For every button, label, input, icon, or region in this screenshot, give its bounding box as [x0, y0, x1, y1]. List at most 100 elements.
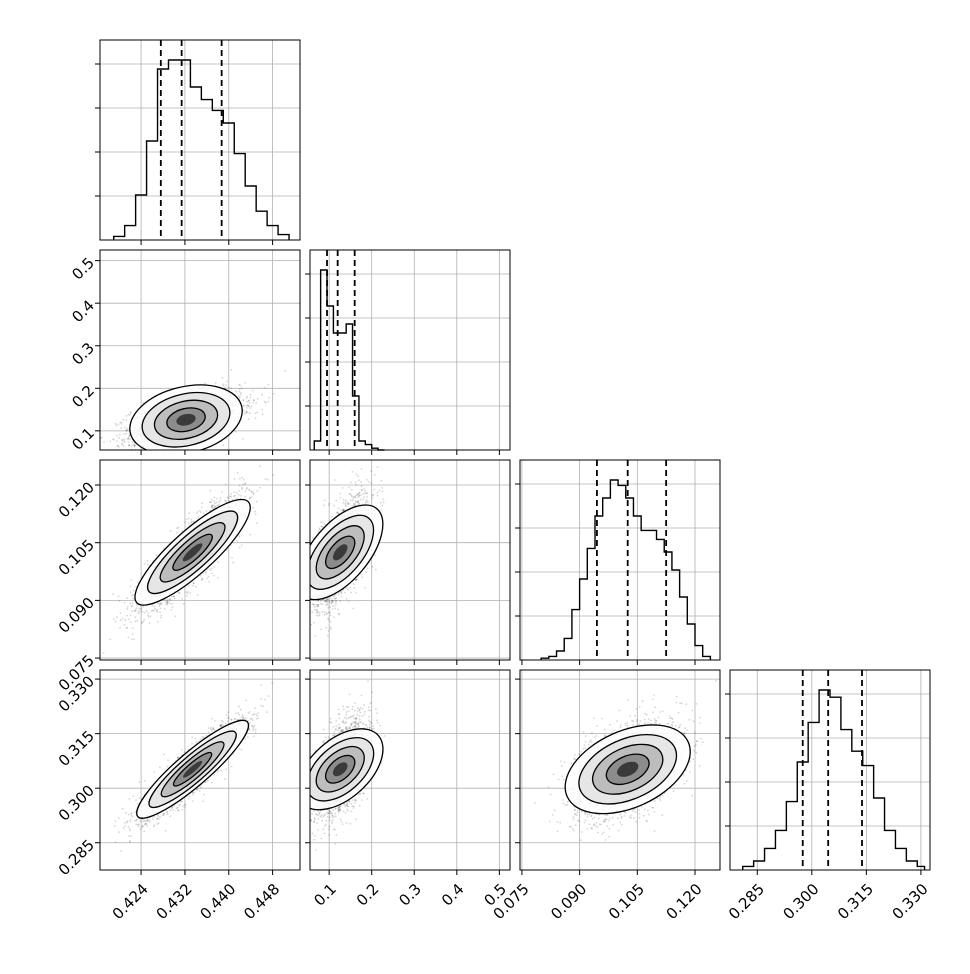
sample-point — [200, 511, 202, 513]
sample-point — [218, 504, 220, 506]
y-tick-label: 0.5 — [68, 254, 98, 284]
sample-point — [141, 622, 143, 624]
sample-point — [257, 398, 259, 400]
sample-point — [124, 602, 126, 604]
sample-point — [210, 570, 212, 572]
sample-point — [126, 415, 128, 417]
sample-point — [130, 621, 132, 623]
sample-point — [120, 619, 122, 621]
sample-point — [129, 414, 131, 416]
sample-point — [223, 444, 225, 446]
sample-point — [256, 522, 258, 524]
sample-point — [126, 627, 128, 629]
sample-point — [150, 616, 152, 618]
sample-point — [191, 519, 193, 521]
sample-point — [132, 441, 134, 443]
sample-point — [128, 436, 130, 438]
density-layer — [103, 465, 274, 654]
sample-point — [201, 578, 203, 580]
sample-point — [126, 438, 128, 440]
sample-point — [169, 603, 171, 605]
sample-point — [130, 603, 132, 605]
sample-point — [131, 610, 133, 612]
sample-point — [264, 401, 266, 403]
sample-point — [265, 478, 267, 480]
sample-point — [124, 624, 126, 626]
sample-point — [158, 605, 160, 607]
sample-point — [214, 497, 216, 499]
sample-point — [208, 576, 210, 578]
sample-point — [268, 384, 270, 386]
sample-point — [249, 407, 251, 409]
sample-point — [239, 485, 241, 487]
sample-point — [262, 413, 264, 415]
sample-point — [170, 530, 172, 532]
sample-point — [246, 407, 248, 409]
sample-point — [156, 554, 158, 556]
sample-point — [241, 477, 243, 479]
sample-point — [143, 619, 145, 621]
sample-point — [115, 621, 117, 623]
sample-point — [249, 412, 251, 414]
sample-point — [239, 478, 241, 480]
sample-point — [103, 652, 105, 654]
sample-point — [135, 620, 137, 622]
sample-point — [129, 586, 131, 588]
sample-point — [192, 585, 194, 587]
sample-point — [211, 499, 213, 501]
sample-point — [201, 502, 203, 504]
sample-point — [173, 595, 175, 597]
sample-point — [248, 400, 250, 402]
sample-point — [238, 395, 240, 397]
y-tick-label: 0.3 — [68, 339, 98, 369]
sample-point — [264, 387, 266, 389]
sample-point — [248, 418, 250, 420]
sample-point — [130, 591, 132, 593]
sample-point — [228, 387, 230, 389]
sample-point — [154, 608, 156, 610]
sample-point — [235, 431, 237, 433]
sample-point — [164, 608, 166, 610]
sample-point — [149, 622, 151, 624]
sample-point — [239, 385, 241, 387]
sample-point — [151, 605, 153, 607]
sample-point — [256, 490, 258, 492]
sample-point — [101, 437, 103, 439]
sample-point — [133, 638, 135, 640]
sample-point — [121, 439, 123, 441]
sample-point — [124, 427, 126, 429]
sample-point — [131, 638, 133, 640]
sample-point — [188, 512, 190, 514]
sample-point — [193, 520, 195, 522]
sample-point — [126, 597, 128, 599]
sample-point — [130, 412, 132, 414]
sample-point — [131, 445, 133, 447]
sample-point — [199, 510, 201, 512]
sample-point — [238, 490, 240, 492]
sample-point — [220, 499, 222, 501]
sample-point — [244, 496, 246, 498]
sample-point — [255, 513, 257, 515]
sample-point — [261, 394, 263, 396]
sample-point — [118, 424, 120, 426]
sample-point — [181, 598, 183, 600]
sample-point — [245, 483, 247, 485]
y-tick-label: 0.1 — [68, 424, 98, 454]
sample-point — [195, 586, 197, 588]
sample-point — [133, 610, 135, 612]
sample-point — [204, 382, 206, 384]
sample-point — [225, 500, 227, 502]
sample-point — [112, 438, 114, 440]
sample-point — [213, 500, 215, 502]
x-tick-label: 0.330 — [889, 880, 932, 923]
sample-point — [109, 441, 111, 443]
sample-point — [123, 438, 125, 440]
sample-point — [160, 617, 162, 619]
sample-point — [128, 619, 130, 621]
sample-point — [239, 536, 241, 538]
sample-point — [126, 433, 128, 435]
sample-point — [147, 560, 149, 562]
sample-point — [188, 518, 190, 520]
